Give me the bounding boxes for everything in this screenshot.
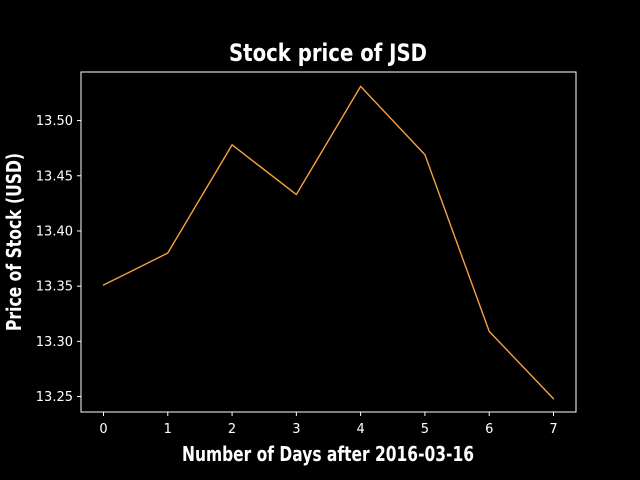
y-tick-label: 13.25 (36, 390, 73, 405)
series-line-0 (102, 85, 555, 400)
y-tick-label: 13.35 (36, 280, 73, 295)
x-tick-label: 7 (549, 422, 557, 437)
y-tick-label: 13.40 (36, 224, 73, 239)
x-tick-label: 0 (99, 422, 107, 437)
x-axis-ticks: 0 1 2 3 4 5 6 7 (99, 412, 558, 437)
plot-area: 0 1 2 3 4 5 6 7 13.25 13.30 13.35 13.40 13.45 13.50 (36, 71, 577, 437)
x-axis-label: Number of Days after 2016-03-16 (182, 442, 474, 466)
y-tick-label: 13.50 (36, 114, 73, 129)
y-axis-label: Price of Stock (USD) (2, 153, 26, 331)
y-axis-ticks: 13.25 13.30 13.35 13.40 13.45 13.50 (36, 114, 81, 405)
x-tick-label: 1 (164, 422, 172, 437)
x-tick-label: 4 (357, 422, 365, 437)
x-tick-label: 2 (228, 422, 236, 437)
plot-frame (80, 71, 577, 413)
x-tick-label: 5 (421, 422, 429, 437)
y-tick-label: 13.45 (36, 169, 73, 184)
chart-title: Stock price of JSD (229, 39, 427, 67)
x-tick-label: 6 (485, 422, 493, 437)
y-tick-label: 13.30 (36, 335, 73, 350)
x-tick-label: 3 (292, 422, 300, 437)
series-layer (102, 85, 555, 400)
